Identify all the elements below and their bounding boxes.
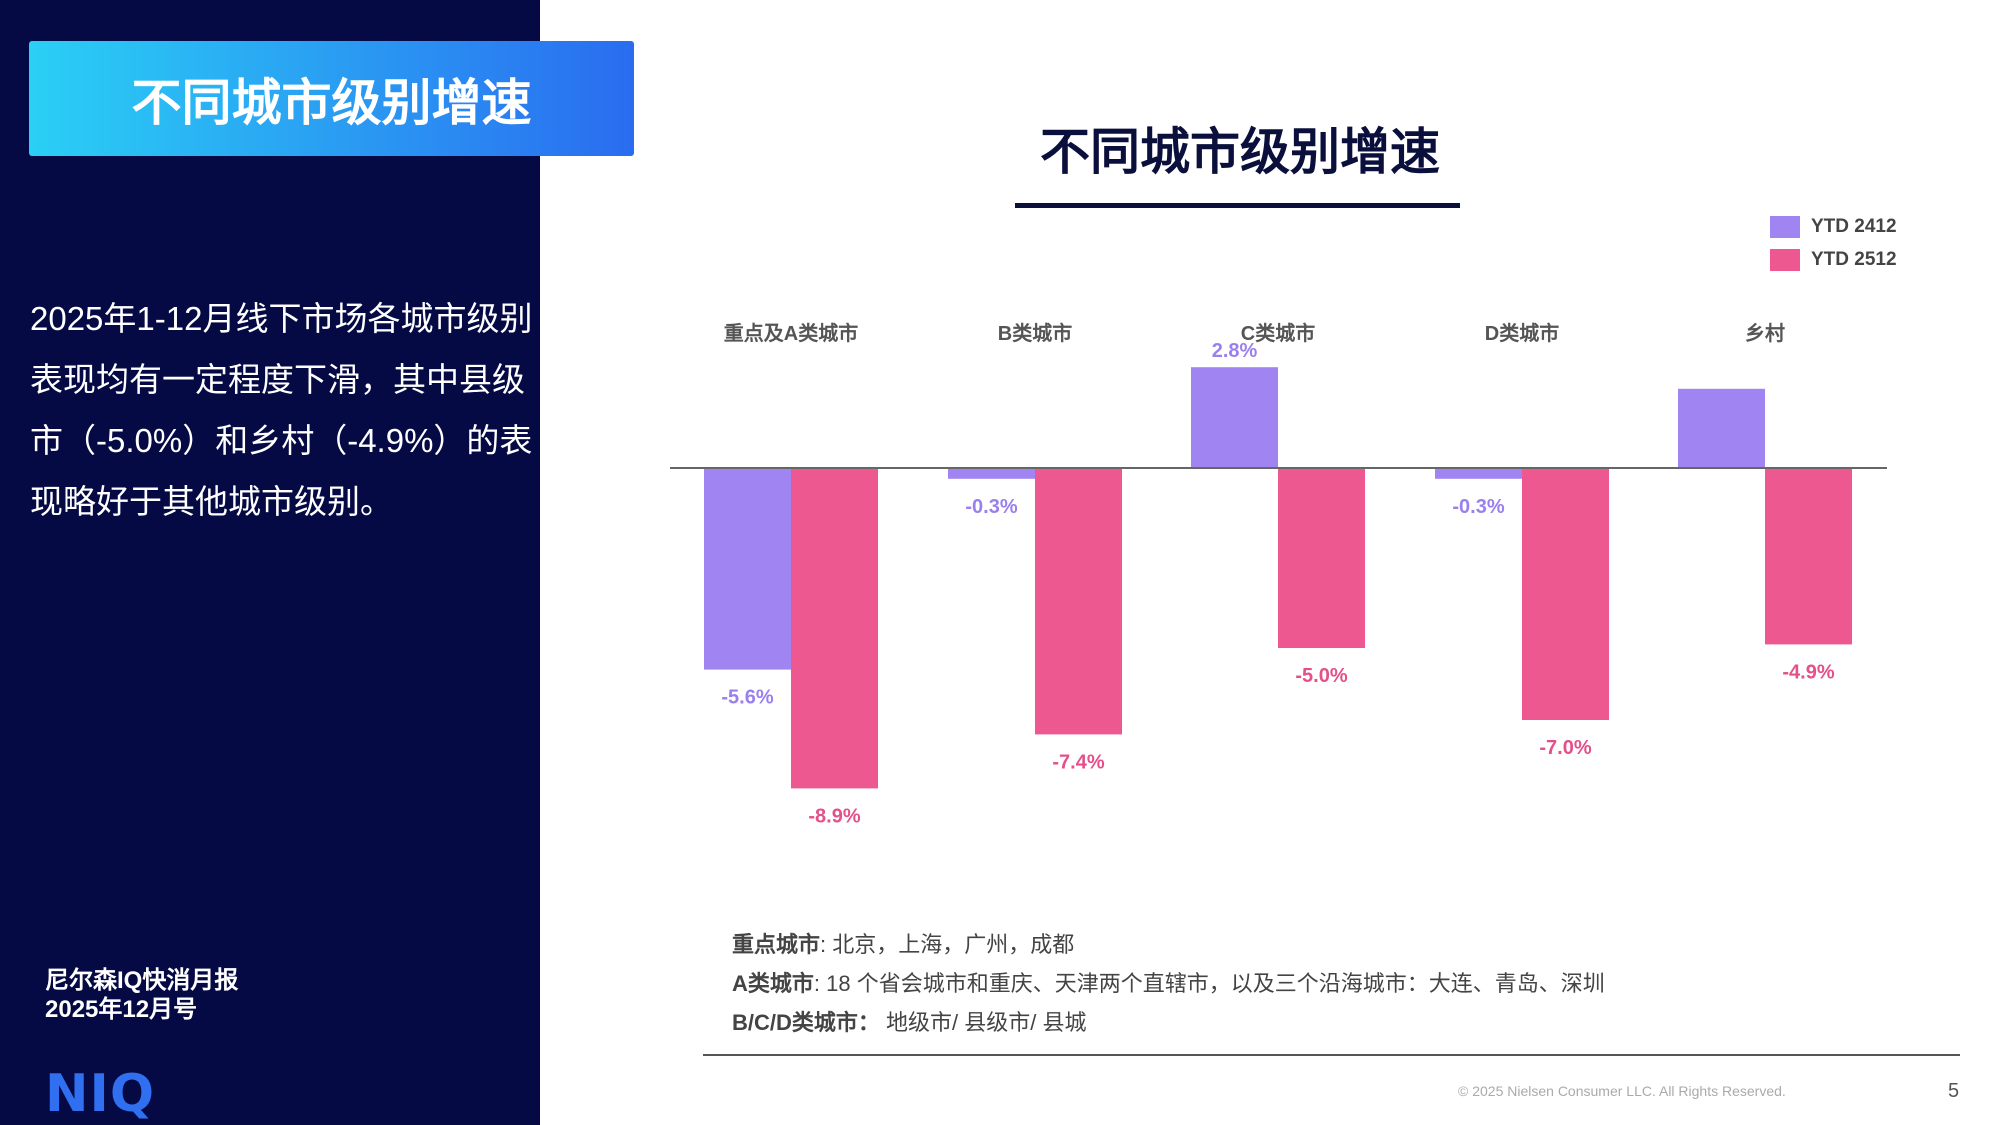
data-label: -7.0% xyxy=(1539,737,1591,759)
data-label: -7.4% xyxy=(1052,751,1104,773)
legend-swatch xyxy=(1770,216,1800,238)
note-line: A类城市: 18 个省会城市和重庆、天津两个直辖市，以及三个沿海城市：大连、青岛… xyxy=(732,964,1605,1003)
bar xyxy=(948,468,1035,479)
note-text: : 18 个省会城市和重庆、天津两个直辖市，以及三个沿海城市：大连、青岛、深圳 xyxy=(813,971,1605,996)
report-issue: 2025年12月号 xyxy=(45,996,198,1023)
legend-item-ytd-2412: YTD 2412 xyxy=(1770,216,1897,238)
bar xyxy=(1035,468,1122,735)
note-line: 重点城市: 北京，上海，广州，成都 xyxy=(732,925,1605,964)
note-term: 重点城市 xyxy=(732,932,821,957)
bar xyxy=(1522,468,1609,720)
niq-logo: NIQ xyxy=(45,1064,156,1124)
note-line: B/C/D类城市： 地级市/ 县级市/ 县城 xyxy=(732,1003,1605,1042)
bar xyxy=(1278,468,1365,648)
bar xyxy=(1435,468,1522,479)
data-label: -0.3% xyxy=(965,496,1017,518)
report-info: 尼尔森IQ快消月报 2025年12月号 xyxy=(45,966,238,1024)
data-label: -8.9% xyxy=(808,805,860,827)
category-label: B类城市 xyxy=(998,321,1072,345)
bar-chart: 重点及A类城市 B类城市 C类城市 D类城市 乡村 -5.6% -0.3% 2.8% -0.3%… xyxy=(670,321,1887,827)
page-number: 5 xyxy=(1948,1080,1960,1102)
note-text: 地级市/ 县级市/ 县城 xyxy=(879,1010,1087,1035)
data-label: -0.3% xyxy=(1452,496,1504,518)
legend-label: YTD 2512 xyxy=(1811,249,1897,270)
note-text: : 北京，上海，广州，成都 xyxy=(820,932,1075,957)
bar xyxy=(1678,388,1765,468)
banner-title: 不同城市级别增速 xyxy=(29,41,634,156)
summary-paragraph: 2025年1-12月线下市场各城市级别表现均有一定程度下滑，其中县级市（-5.0… xyxy=(30,300,533,520)
bar xyxy=(704,468,791,670)
data-label: 2.8% xyxy=(1212,340,1258,362)
sidebar-panel: 不同城市级别增速 2025年1-12月线下市场各城市级别表现均有一定程度下滑，其… xyxy=(0,0,634,1125)
bar xyxy=(1191,367,1278,468)
title-underline xyxy=(1015,203,1460,208)
legend-label: YTD 2412 xyxy=(1811,216,1897,237)
note-term: A类城市 xyxy=(732,971,814,996)
data-label: -5.6% xyxy=(721,687,773,709)
legend-item-ytd-2512: YTD 2512 xyxy=(1770,249,1897,271)
data-label: -4.9% xyxy=(1782,661,1834,683)
category-label: 重点及A类城市 xyxy=(724,321,858,345)
copyright: © 2025 Nielsen Consumer LLC. All Rights … xyxy=(1458,1083,1786,1099)
category-label: 乡村 xyxy=(1745,322,1785,345)
bar xyxy=(1765,468,1852,645)
report-name: 尼尔森IQ快消月报 xyxy=(45,967,239,994)
category-label: C类城市 xyxy=(1241,321,1315,345)
chart-title: 不同城市级别增速 xyxy=(1040,124,1440,180)
bar xyxy=(791,468,878,789)
category-label: D类城市 xyxy=(1485,321,1559,345)
note-term: B/C/D类城市： xyxy=(732,1010,880,1035)
divider xyxy=(703,1054,1960,1056)
notes: 重点城市: 北京，上海，广州，成都 A类城市: 18 个省会城市和重庆、天津两个… xyxy=(732,925,1605,1042)
legend-swatch xyxy=(1770,249,1800,271)
data-label: -5.0% xyxy=(1295,665,1347,687)
